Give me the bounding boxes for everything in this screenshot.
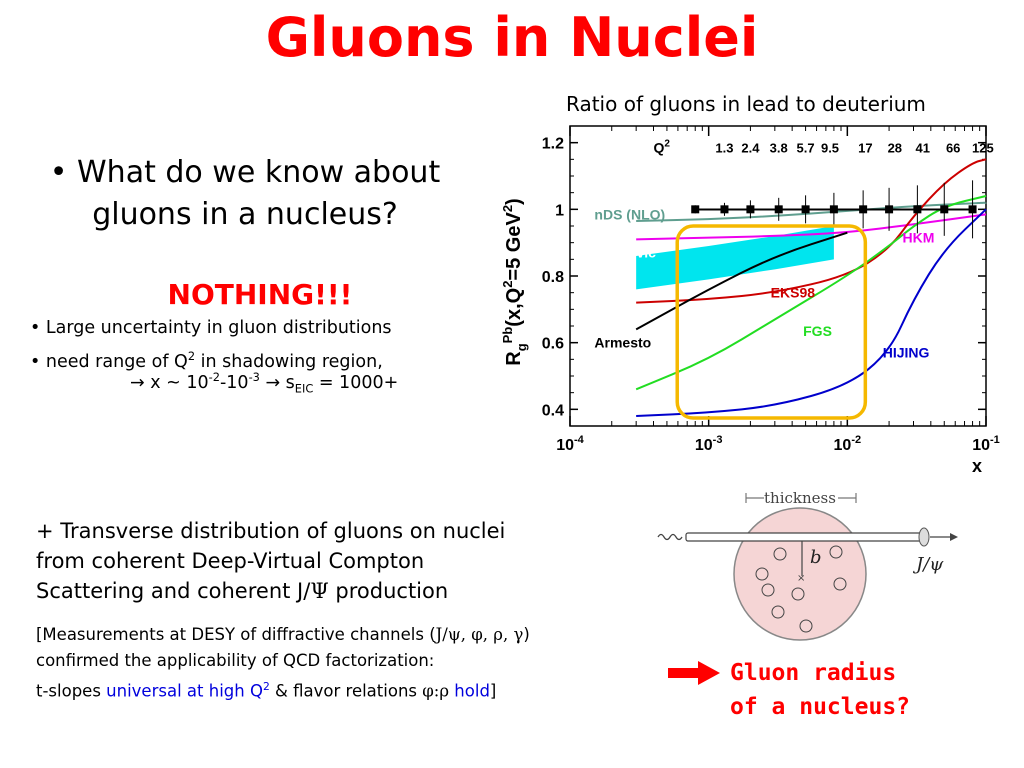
chart-caption: Ratio of gluons in lead to deuterium <box>566 92 926 116</box>
series-label-sarcevic: Sarcevic <box>598 245 656 261</box>
y-tick-label-3: 1 <box>555 202 564 219</box>
x-tick-label-3: 10-1 <box>972 434 1000 454</box>
y-tick-label-0: 0.4 <box>542 402 564 419</box>
series-label-nds-nlo-: nDS (NLO) <box>594 206 665 222</box>
plot-frame <box>569 125 987 427</box>
curve-armesto <box>635 231 848 331</box>
data-point <box>968 205 977 214</box>
q2-value-3: 5.7 <box>797 141 815 156</box>
y-tick-label-1: 0.6 <box>542 336 564 353</box>
q2-value-5: 17 <box>858 141 872 156</box>
series-label-hijing: HIJING <box>883 345 930 361</box>
y-tick-label-4: 1.2 <box>542 136 564 153</box>
sarcevic-band <box>636 226 834 290</box>
series-label-hkm: HKM <box>903 230 935 246</box>
bullet-q2-range: • need range of Q2 in shadowing region, <box>30 349 383 372</box>
curve-nds-nlo- <box>636 201 987 222</box>
bullet-uncertainty: • Large uncertainty in gluon distributio… <box>30 318 392 338</box>
question-bullet: • What do we know about gluons in a nucl… <box>49 155 441 232</box>
q2-value-2: 3.8 <box>770 141 788 156</box>
series-label-armesto: Armesto <box>594 335 651 351</box>
measurements-paragraph: [Measurements at DESY of diffractive cha… <box>36 625 530 701</box>
right-arrow-icon <box>668 661 720 685</box>
curve-hkm <box>636 213 987 241</box>
gluon-radius-question: Gluon radius of a nucleus? <box>730 660 911 720</box>
q2-value-7: 41 <box>916 141 930 156</box>
q2-value-4: 9.5 <box>821 141 839 156</box>
q2-value-1: 2.4 <box>741 141 760 156</box>
q2-value-0: 1.3 <box>715 141 733 156</box>
q2-value-8: 66 <box>946 141 960 156</box>
svg-text:×: × <box>797 573 805 584</box>
jpsi-label: J/ψ <box>912 554 944 575</box>
x-tick-label-0: 10-4 <box>556 434 584 454</box>
y-axis-label: RgPb(x,Q2=5 GeV2) <box>500 198 529 365</box>
x-axis-label: x <box>972 456 982 476</box>
slide-title: Gluons in Nuclei <box>265 6 759 69</box>
photon-wiggle <box>657 533 683 541</box>
gluon-ratio-chart: 0.4 0.6 0.8 1 1.2 10-4 10-3 10-2 10-1x RgPb(x,Q2=… <box>500 125 1000 476</box>
x-tick-label-1: 10-3 <box>695 434 723 454</box>
nucleus-diagram: thickness J/ψ b × <box>657 489 958 641</box>
thickness-label: thickness <box>764 489 836 507</box>
curve-hijing <box>636 208 987 417</box>
small-bullets: • Large uncertainty in gluon distributio… <box>30 314 392 376</box>
y-tick-label-2: 0.8 <box>542 269 564 286</box>
nothing-heading: NOTHING!!! <box>167 278 353 311</box>
series-label-fgs: FGS <box>803 323 832 339</box>
q2-value-6: 28 <box>888 141 902 156</box>
dvcs-paragraph: + Transverse distribution of gluons on n… <box>36 519 506 603</box>
q2-value-9: 125 <box>972 141 994 156</box>
kinematics-line: → x ~ 10-2-10-3 → sEIC = 1000+ <box>130 370 399 396</box>
series-label-eks98: EKS98 <box>771 285 816 301</box>
curve-eks98 <box>636 158 987 304</box>
b-label: b <box>810 547 822 568</box>
highlight-box <box>675 224 868 420</box>
x-tick-label-2: 10-2 <box>834 434 862 454</box>
